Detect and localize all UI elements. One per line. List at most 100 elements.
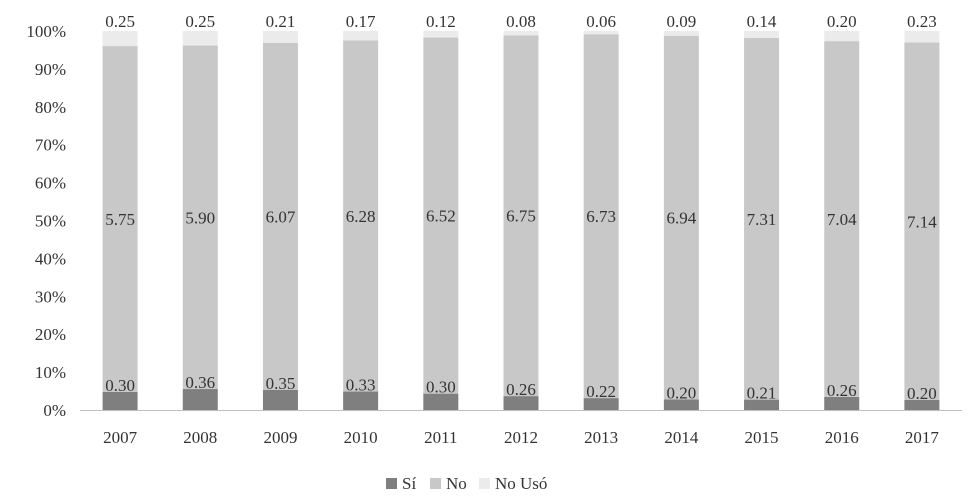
- legend-swatch: [479, 478, 490, 489]
- bar-segment: [262, 389, 298, 410]
- data-label: 0.26: [506, 380, 536, 399]
- data-label: 0.12: [426, 12, 456, 31]
- legend: Sí No No Usó: [386, 474, 547, 493]
- x-tick-label: 2014: [664, 428, 699, 447]
- data-label: 0.08: [506, 12, 536, 31]
- bars: [102, 31, 940, 410]
- y-tick-label: 0%: [43, 401, 66, 420]
- bar-segment: [663, 399, 699, 410]
- data-label: 0.09: [666, 12, 696, 31]
- x-tick-label: 2011: [424, 428, 457, 447]
- x-tick-label: 2015: [745, 428, 779, 447]
- data-label: 0.14: [747, 12, 777, 31]
- bar-segment: [262, 31, 298, 44]
- legend-swatch: [430, 478, 441, 489]
- data-label: 7.14: [907, 212, 937, 231]
- legend-label: No: [446, 474, 467, 493]
- x-tick-label: 2017: [905, 428, 940, 447]
- y-tick-label: 50%: [35, 212, 66, 231]
- data-label: 6.52: [426, 207, 456, 226]
- data-label: 5.75: [105, 210, 135, 229]
- data-label: 0.21: [266, 12, 296, 31]
- bar-segment: [423, 37, 459, 394]
- data-label: 6.07: [266, 207, 296, 226]
- bar-segment: [343, 31, 379, 41]
- bar-segment: [583, 398, 619, 410]
- y-tick-label: 20%: [35, 325, 66, 344]
- x-tick-label: 2008: [183, 428, 217, 447]
- bar-segment: [343, 391, 379, 410]
- data-label: 0.20: [666, 384, 696, 403]
- data-label: 6.94: [666, 209, 696, 228]
- bar-segment: [423, 393, 459, 410]
- y-tick-label: 70%: [35, 136, 66, 155]
- y-tick-label: 100%: [26, 22, 66, 41]
- x-axis: 2007 2008 2009 2010 2011 2012 2013 2014 2015 2016…: [103, 428, 939, 447]
- legend-label: No Usó: [495, 474, 547, 493]
- y-tick-label: 30%: [35, 287, 66, 306]
- x-tick-label: 2007: [103, 428, 138, 447]
- data-label: 0.20: [827, 12, 857, 31]
- data-label: 0.26: [827, 381, 857, 400]
- x-tick-label: 2010: [344, 428, 378, 447]
- data-label: 6.73: [586, 207, 616, 226]
- bar-segment: [904, 399, 940, 410]
- y-tick-label: 60%: [35, 174, 66, 193]
- x-tick-label: 2016: [825, 428, 859, 447]
- data-label: 0.25: [105, 12, 135, 31]
- data-label: 0.17: [346, 12, 376, 31]
- data-label: 6.28: [346, 207, 376, 226]
- data-label: 7.31: [747, 210, 777, 229]
- bar-segment: [583, 31, 619, 35]
- bar-segment: [182, 389, 218, 410]
- bar-segment: [904, 31, 940, 43]
- y-tick-label: 10%: [35, 363, 66, 382]
- bar-segment: [182, 45, 218, 390]
- data-label: 0.33: [346, 376, 376, 395]
- data-label: 0.20: [907, 384, 937, 403]
- data-label: 0.06: [586, 12, 616, 31]
- bar-segment: [744, 37, 780, 400]
- data-label: 0.30: [426, 378, 456, 397]
- data-label: 5.90: [185, 208, 215, 227]
- bar-segment: [744, 31, 780, 38]
- bar-segment: [583, 34, 619, 399]
- data-label: 0.30: [105, 376, 135, 395]
- data-label: 7.04: [827, 210, 857, 229]
- data-label: 6.75: [506, 207, 536, 226]
- bar-segment: [423, 31, 459, 38]
- data-labels: 0.30 5.75 0.25 0.36 5.90 0.25 0.35 6.07 0.21 0.33…: [105, 12, 937, 403]
- bar-segment: [102, 46, 138, 392]
- bar-segment: [904, 42, 940, 400]
- y-tick-label: 90%: [35, 60, 66, 79]
- bar-segment: [102, 391, 138, 410]
- y-tick-label: 40%: [35, 249, 66, 268]
- bar-segment: [663, 31, 699, 36]
- bar-segment: [663, 35, 699, 400]
- data-label: 0.25: [185, 12, 215, 31]
- bar-segment: [824, 31, 860, 42]
- data-label: 0.35: [266, 374, 296, 393]
- data-label: 0.21: [747, 384, 777, 403]
- legend-label: Sí: [402, 474, 416, 493]
- y-tick-label: 80%: [35, 98, 66, 117]
- x-tick-label: 2013: [584, 428, 618, 447]
- bar-segment: [824, 41, 860, 397]
- bar-segment: [744, 399, 780, 410]
- legend-swatch: [386, 478, 397, 489]
- bar-segment: [102, 31, 138, 47]
- y-axis: 0% 10% 20% 30% 40% 50% 60% 70% 80% 90% 100%: [26, 22, 66, 420]
- data-label: 0.22: [586, 382, 616, 401]
- bar-segment: [343, 40, 379, 392]
- bar-segment: [503, 396, 539, 410]
- bar-segment: [262, 43, 298, 390]
- bar-segment: [503, 35, 539, 397]
- x-tick-label: 2009: [263, 428, 297, 447]
- bar-segment: [503, 31, 539, 36]
- data-label: 0.23: [907, 12, 937, 31]
- data-label: 0.36: [185, 373, 215, 392]
- bar-segment: [182, 31, 218, 46]
- bar-segment: [824, 396, 860, 410]
- x-tick-label: 2012: [504, 428, 538, 447]
